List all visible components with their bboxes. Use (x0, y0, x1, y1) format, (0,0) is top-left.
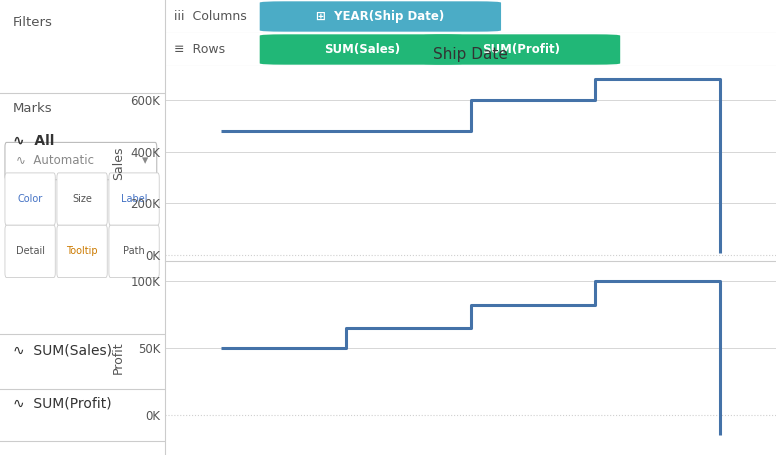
Text: SUM(Sales): SUM(Sales) (324, 43, 400, 56)
FancyBboxPatch shape (5, 142, 157, 180)
Text: ≡  Rows: ≡ Rows (174, 43, 225, 56)
Text: Marks: Marks (13, 102, 53, 116)
FancyBboxPatch shape (109, 173, 159, 225)
FancyBboxPatch shape (5, 225, 55, 278)
Title: Ship Date: Ship Date (433, 47, 508, 62)
Text: Detail: Detail (16, 246, 44, 256)
Text: ⊞  YEAR(Ship Date): ⊞ YEAR(Ship Date) (317, 10, 445, 23)
FancyBboxPatch shape (5, 173, 55, 225)
Text: SUM(Profit): SUM(Profit) (482, 43, 560, 56)
Text: Size: Size (72, 194, 92, 204)
Text: ∿  Automatic: ∿ Automatic (16, 154, 95, 167)
Text: iii  Columns: iii Columns (174, 10, 247, 23)
Text: Color: Color (18, 194, 43, 204)
Text: ∿  SUM(Profit): ∿ SUM(Profit) (13, 397, 112, 411)
FancyBboxPatch shape (57, 225, 107, 278)
FancyBboxPatch shape (57, 173, 107, 225)
Y-axis label: Profit: Profit (112, 341, 125, 374)
Y-axis label: Sales: Sales (112, 147, 125, 180)
Text: Label: Label (121, 194, 147, 204)
Text: ∿  All: ∿ All (13, 134, 54, 148)
Text: ▾: ▾ (142, 154, 148, 167)
Text: Filters: Filters (13, 16, 53, 29)
FancyBboxPatch shape (421, 34, 620, 65)
FancyBboxPatch shape (260, 1, 501, 32)
FancyBboxPatch shape (260, 34, 464, 65)
FancyBboxPatch shape (109, 225, 159, 278)
Text: ∿  SUM(Sales): ∿ SUM(Sales) (13, 344, 113, 358)
Text: Path: Path (123, 246, 145, 256)
Text: Tooltip: Tooltip (66, 246, 98, 256)
